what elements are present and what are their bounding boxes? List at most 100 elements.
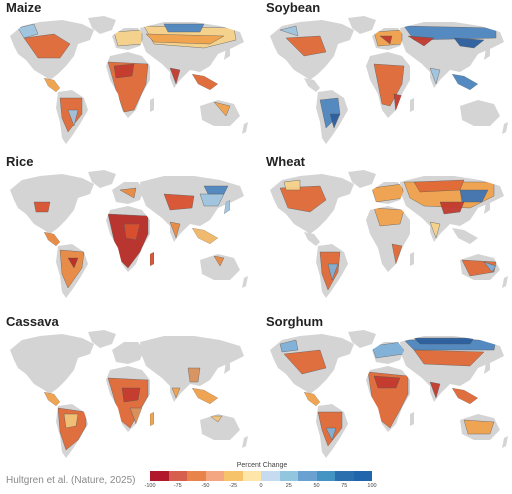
crop-patch [452, 74, 478, 90]
legend-tick-label: 0 [259, 483, 263, 489]
land-greenland [348, 330, 376, 348]
crop-patch [413, 337, 475, 345]
crop-patch [129, 407, 143, 425]
crop-region-camerica [304, 392, 320, 406]
land-greenland [88, 16, 116, 34]
crop-region-seasia [192, 388, 218, 404]
crop-region-namerica [33, 201, 51, 213]
land-madagascar [150, 98, 154, 112]
crop-region-europe [119, 187, 137, 199]
crop-region-asia [413, 349, 485, 367]
crop-patch [209, 415, 223, 423]
crop-region-namerica [279, 185, 327, 213]
legend-swatch [298, 471, 317, 481]
legend-ticks: -100 -75 -50 -25 0 25 50 75 100 [144, 483, 376, 493]
legend-tick-label: -75 [173, 483, 182, 489]
legend-tick-label: -25 [229, 483, 238, 489]
crop-region-asia [413, 179, 465, 193]
crop-patch [279, 339, 299, 353]
crop-region-india [430, 67, 441, 85]
panel-title: Sorghum [266, 314, 324, 329]
crop-patch [452, 388, 478, 404]
crop-patch [407, 35, 435, 47]
land-asia [140, 336, 244, 394]
land-japan [224, 360, 230, 374]
crop-patch [304, 392, 320, 406]
land-nz [502, 122, 508, 134]
crop-patch [171, 387, 181, 399]
crop-patch [430, 381, 441, 399]
crop-region-asia [459, 189, 489, 203]
crop-patch [44, 78, 60, 92]
panel-sorghum: Sorghum [264, 314, 512, 464]
crop-region-namerica [17, 23, 39, 39]
crop-patch [283, 179, 301, 191]
crop-patch [203, 185, 229, 195]
crop-patch [33, 201, 51, 213]
crop-region-samerica [63, 413, 79, 429]
crop-patch [439, 201, 465, 215]
land-camerica [304, 232, 320, 246]
crop-patch [119, 187, 137, 199]
crop-patch [192, 388, 218, 404]
crop-region-namerica [283, 179, 301, 191]
crop-patch [163, 23, 205, 33]
crop-patch [393, 93, 405, 115]
crop-region-asia [453, 37, 485, 49]
crop-patch [413, 179, 465, 193]
crop-region-namerica [23, 33, 71, 59]
land-japan [484, 360, 490, 374]
crop-region-asia [163, 193, 195, 211]
crop-region-africa [123, 223, 141, 241]
crop-region-asia [407, 35, 435, 47]
land-namerica [10, 174, 94, 234]
crop-region-europe [113, 29, 143, 47]
crop-region-india [171, 387, 181, 399]
legend-swatch [187, 471, 206, 481]
crop-region-africa [393, 93, 405, 115]
legend-swatch [335, 471, 354, 481]
legend-title: Percent Change [236, 462, 288, 469]
legend-tick-label: 100 [367, 483, 377, 489]
crop-patch [391, 243, 403, 265]
crop-region-africa [373, 207, 405, 227]
world-map-cassava [10, 330, 248, 458]
crop-patch [107, 377, 149, 429]
crop-region-samerica [67, 257, 79, 269]
crop-patch [430, 67, 441, 85]
legend-tick-label: 50 [313, 483, 320, 489]
crop-patch [17, 23, 39, 39]
crop-patch [163, 193, 195, 211]
crop-patch [59, 249, 85, 289]
crop-region-samerica [59, 249, 85, 289]
crop-patch [145, 33, 225, 45]
crop-patch [459, 189, 489, 203]
crop-patch [325, 427, 337, 441]
land-greenland [88, 170, 116, 188]
crop-patch [44, 232, 60, 246]
land-nz [242, 122, 248, 134]
legend-swatch [316, 471, 335, 481]
land-greenland [348, 16, 376, 34]
panel-title: Soybean [266, 0, 321, 15]
world-map-sorghum [270, 330, 508, 458]
crop-region-europe [372, 183, 404, 203]
legend-swatch [168, 471, 187, 481]
legend-swatch [150, 471, 169, 481]
crop-patch [192, 74, 218, 90]
legend-tick-label: 25 [285, 483, 292, 489]
crop-region-europe [379, 35, 393, 45]
crop-region-australia [209, 415, 223, 423]
crop-region-india [170, 221, 181, 239]
crop-region-africa [113, 63, 135, 79]
crop-region-asia [203, 185, 229, 195]
land-japan [484, 200, 490, 214]
crop-patch [170, 67, 181, 85]
land-australia [200, 414, 240, 440]
land-madagascar [410, 412, 414, 426]
land-japan [224, 46, 230, 60]
legend-tick-label: -50 [201, 483, 210, 489]
crop-patch [373, 375, 401, 389]
crop-region-india [430, 221, 441, 239]
crop-region-asia [163, 23, 205, 33]
